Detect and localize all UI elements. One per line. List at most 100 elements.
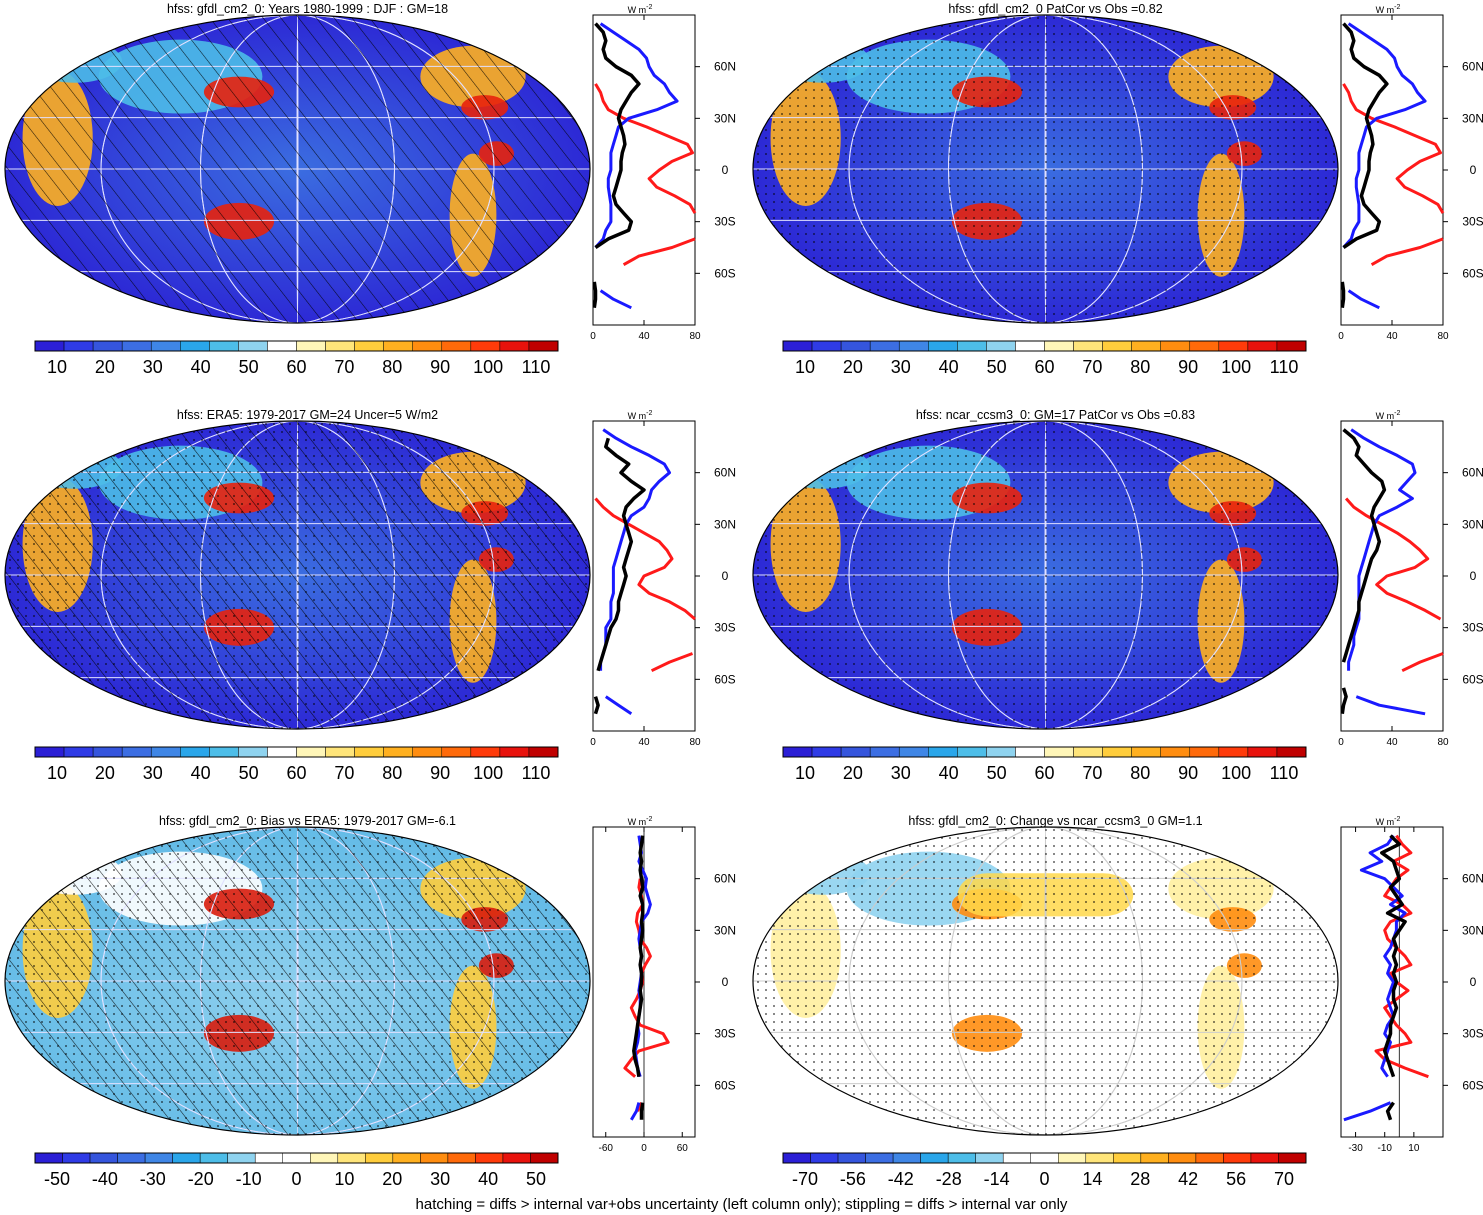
colorbar: 10 20 30 40 50 60 70 80 90 100 110 (34, 340, 559, 377)
panel-p3: hfss: ERA5: 1979-2017 GM=24 Uncer=5 W/m2… (4, 408, 736, 783)
colorbar-swatch (1168, 1152, 1197, 1164)
colorbar-tick-label: 110 (1270, 357, 1299, 377)
colorbar-swatch (412, 340, 443, 352)
colorbar-swatch (92, 340, 123, 352)
profile-xtick-label: 0 (1338, 737, 1344, 748)
map-outline (752, 826, 1339, 1136)
colorbar-swatch (986, 746, 1016, 758)
profile-units: W m-2 (1376, 816, 1401, 827)
profile-series-model (593, 437, 646, 715)
stippling (753, 827, 1338, 1135)
colorbar-frame (782, 340, 1307, 352)
colorbar-tick-label: 110 (1270, 763, 1299, 783)
map-outline (4, 826, 591, 1136)
profile-units: W m-2 (1376, 410, 1401, 421)
stippling (753, 15, 1338, 323)
profile-ytick-label: 0 (1470, 975, 1477, 989)
colorbar-tick-label: -28 (936, 1169, 962, 1189)
colorbar-tick-label: 30 (891, 357, 911, 377)
colorbar-tick-label: -30 (140, 1169, 166, 1189)
colorbar-swatch (238, 746, 268, 758)
profile-units: W m-2 (1376, 4, 1401, 15)
map-outline (752, 14, 1339, 324)
colorbar-swatch (1218, 340, 1249, 352)
profile-ytick-label: 30S (714, 215, 735, 229)
colorbar-swatch (150, 746, 181, 758)
colorbar-swatch (1002, 1152, 1031, 1164)
colorbar-swatch (180, 340, 210, 352)
colorbar-swatch (62, 1152, 91, 1164)
colorbar-swatch (63, 746, 94, 758)
colorbar-tick-label: -40 (92, 1169, 118, 1189)
colorbar-swatch (502, 1152, 531, 1164)
colorbar-tick-label: 100 (1221, 357, 1251, 377)
colorbar-swatch (1058, 1152, 1087, 1164)
profile-series-model (592, 22, 641, 309)
colorbar-swatch (282, 1152, 311, 1164)
colorbar-tick-label: 40 (478, 1169, 498, 1189)
colorbar-tick-label: 60 (286, 763, 306, 783)
profile-ytick-label: 30N (714, 923, 736, 937)
profile-units: W m-2 (628, 4, 653, 15)
colorbar-swatch (89, 1152, 118, 1164)
profile-ytick-label: 30S (1462, 1027, 1483, 1041)
profile-xtick-label: -10 (1377, 1143, 1392, 1154)
colorbar-tick-label: 14 (1082, 1169, 1102, 1189)
colorbar-tick-label: 70 (1082, 357, 1102, 377)
zonal-profile: W m-2 0 40 80 60N 30N 0 30S 60S (1338, 410, 1483, 748)
colorbar-tick-label: 100 (473, 357, 503, 377)
colorbar-swatch (150, 340, 181, 352)
colorbar-swatch (296, 340, 326, 352)
profile-xtick-label: 0 (641, 1143, 647, 1154)
colorbar-tick-label: -50 (44, 1169, 70, 1189)
colorbar-swatch (227, 1152, 256, 1164)
colorbar-frame (34, 340, 559, 352)
profile-ytick-label: 60S (714, 672, 735, 686)
profile-xtick-label: 80 (689, 331, 701, 342)
profile-ytick-label: 30S (714, 621, 735, 635)
colorbar-tick-label: 110 (522, 357, 551, 377)
panel-p5: hfss: gfdl_cm2_0: Bias vs ERA5: 1979-201… (4, 814, 736, 1189)
map (752, 14, 1339, 324)
colorbar-swatch (267, 340, 297, 352)
profile-xtick-label: 80 (1437, 331, 1449, 342)
colorbar-tick-label: 30 (143, 763, 163, 783)
colorbar-tick-label: 20 (95, 357, 115, 377)
colorbar-swatch (1015, 746, 1045, 758)
panel-title: hfss: ncar_ccsm3_0: GM=17 PatCor vs Obs … (916, 408, 1195, 422)
colorbar-swatch (180, 746, 210, 758)
profile-ytick-label: 60N (714, 872, 736, 886)
colorbar-swatch (121, 340, 152, 352)
colorbar-tick-label: 40 (191, 763, 211, 783)
zonal-profile: W m-2 -30 -10 10 60N 30N 0 30S 60S (1340, 816, 1483, 1154)
colorbar-swatch (865, 1152, 894, 1164)
colorbar-frame (782, 1152, 1307, 1164)
colorbar-swatch (172, 1152, 201, 1164)
panel-title: hfss: gfdl_cm2_0 PatCor vs Obs =0.82 (948, 2, 1162, 16)
profile-ytick-label: 60S (1462, 672, 1483, 686)
colorbar-swatch (475, 1152, 504, 1164)
profile-ytick-label: 30N (1462, 923, 1483, 937)
colorbar-swatch (898, 746, 929, 758)
colorbar-swatch (354, 340, 384, 352)
colorbar-swatch (121, 746, 152, 758)
colorbar-tick-label: 30 (143, 357, 163, 377)
colorbar-swatch (811, 746, 842, 758)
colorbar-tick-label: 0 (1039, 1169, 1049, 1189)
colorbar-swatch (1131, 746, 1161, 758)
colorbar-frame (782, 746, 1307, 758)
colorbar-tick-label: 50 (239, 357, 259, 377)
colorbar-swatch (928, 746, 958, 758)
profile-ytick-label: 30N (714, 517, 736, 531)
colorbar-swatch (892, 1152, 921, 1164)
colorbar-tick-label: 40 (939, 763, 959, 783)
colorbar-tick-label: 40 (939, 357, 959, 377)
colorbar-swatch (365, 1152, 394, 1164)
colorbar-swatch (1073, 746, 1103, 758)
panels-layer: hfss: gfdl_cm2_0: Years 1980-1999 : DJF … (4, 2, 1483, 1189)
colorbar-swatch (1044, 340, 1074, 352)
profile-ytick-label: 60S (1462, 266, 1483, 280)
profile-series-obs (1343, 834, 1407, 1122)
colorbar-swatch (470, 746, 501, 758)
colorbar-swatch (928, 340, 958, 352)
